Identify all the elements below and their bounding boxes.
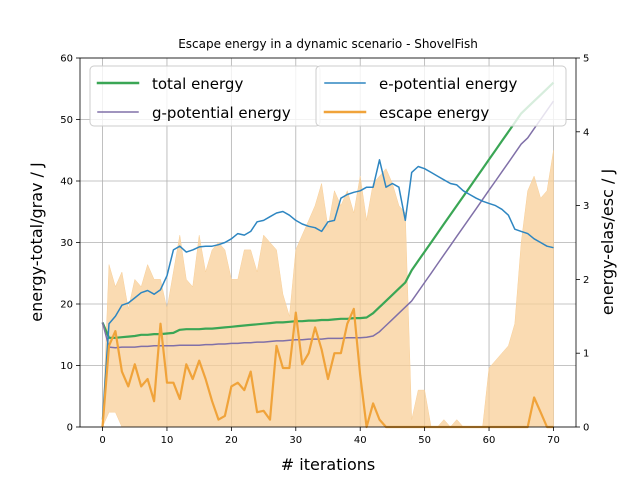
x-tick-label: 50 [418,435,431,446]
y-right-axis-label: energy-elas/esc / J [598,169,617,315]
legend-label-total: total energy [152,75,243,93]
y-right-tick-label: 1 [583,349,589,360]
legend-label-epot: e-potential energy [379,75,518,93]
x-tick-label: 20 [225,435,238,446]
escape-band [102,150,554,428]
y-left-tick-label: 60 [60,54,73,65]
y-right-tick-label: 2 [583,275,589,286]
y-left-tick-label: 10 [60,361,73,372]
y-right-tick-label: 5 [583,54,589,65]
x-tick-label: 60 [483,435,496,446]
y-left-tick-label: 20 [60,300,73,311]
y-right-tick-label: 4 [583,127,589,138]
legend-left: total energy g-potential energy [89,65,321,127]
y-left-tick-label: 50 [60,115,73,126]
y-right-tick-label: 3 [583,201,589,212]
total-energy-line [101,81,555,339]
x-axis-label: # iterations [281,455,375,474]
legend-label-esc: escape energy [379,104,489,122]
y-left-tick-label: 30 [60,238,73,249]
e-potential-energy-line [101,159,554,420]
y-right-tick-label: 0 [583,423,589,434]
y-left-tick-label: 40 [60,177,73,188]
x-tick-label: 70 [547,435,560,446]
escape-energy-band [102,150,554,428]
x-tick-label: 30 [289,435,302,446]
x-axis-ticks: 0 10 20 30 40 50 60 70 [99,427,560,446]
chart-title: Escape energy in a dynamic scenario - Sh… [178,37,478,51]
x-tick-label: 40 [354,435,367,446]
x-tick-label: 10 [161,435,174,446]
legend-right: e-potential energy escape energy [315,65,567,127]
legend-label-gpot: g-potential energy [152,104,291,122]
y-left-tick-label: 0 [67,423,73,434]
y-left-axis-ticks: 0 10 20 30 40 50 60 [60,54,80,434]
y-right-axis-ticks: 0 1 2 3 4 5 [576,54,589,434]
g-potential-energy-line [101,100,555,349]
x-tick-label: 0 [99,435,105,446]
y-left-axis-label: energy-total/grav / J [27,162,46,322]
legend-right-frame [315,65,567,127]
